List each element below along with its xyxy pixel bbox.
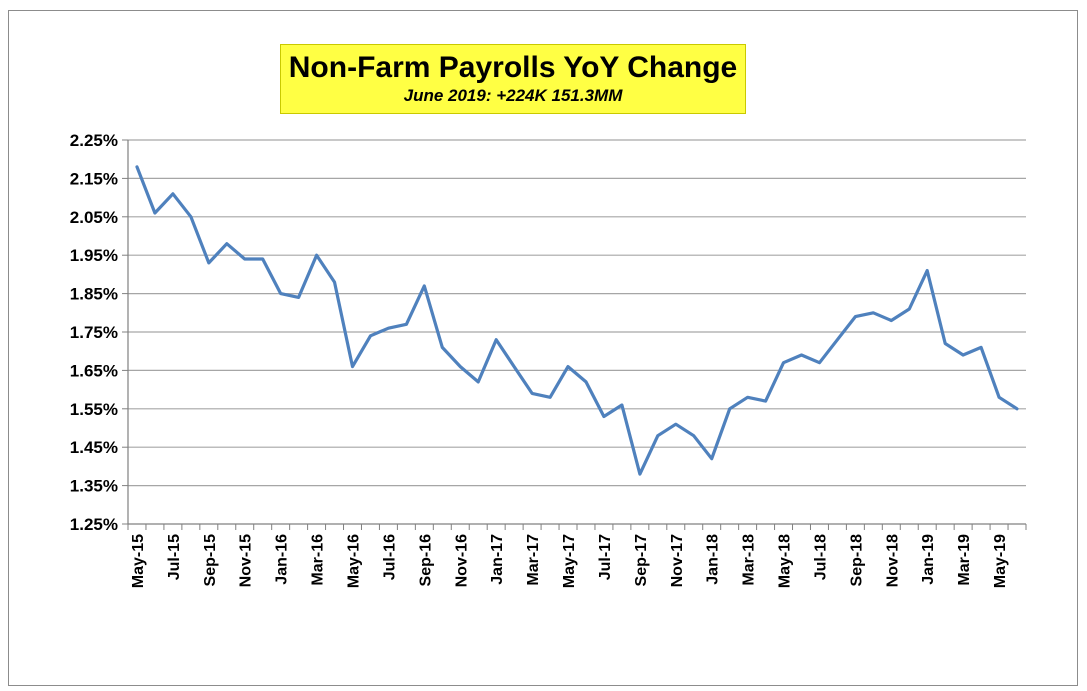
data-point: [997, 395, 1001, 399]
x-tick-label: May-17: [561, 534, 578, 588]
data-point: [961, 353, 965, 357]
data-point: [171, 192, 175, 196]
data-point: [1015, 407, 1019, 411]
data-point: [386, 326, 390, 330]
x-tick-label: Sep-17: [633, 534, 650, 587]
data-point: [853, 315, 857, 319]
data-point: [207, 261, 211, 265]
x-tick-label: Mar-16: [310, 534, 327, 586]
data-point: [835, 338, 839, 342]
data-point: [440, 345, 444, 349]
y-tick-label: 1.75%: [70, 323, 118, 342]
data-point: [458, 365, 462, 369]
data-point: [297, 295, 301, 299]
data-point: [422, 284, 426, 288]
data-point: [279, 292, 283, 296]
data-point: [674, 422, 678, 426]
x-tick-label: Jul-17: [597, 534, 614, 580]
data-point: [925, 269, 929, 273]
data-point: [746, 395, 750, 399]
data-point: [782, 361, 786, 365]
data-point: [656, 434, 660, 438]
data-point: [476, 380, 480, 384]
data-point: [817, 361, 821, 365]
x-axis: May-15 Jul-15 Sep-15 Nov-15 Jan-16 Mar-16 May-…: [127, 523, 1027, 588]
x-tick-label: Nov-17: [669, 534, 686, 587]
data-point: [404, 322, 408, 326]
data-point: [710, 457, 714, 461]
data-point: [620, 403, 624, 407]
data-point: [261, 257, 265, 261]
y-tick-label: 1.45%: [70, 438, 118, 457]
x-tick-label: Jul-16: [381, 534, 398, 580]
x-tick-label: Mar-18: [741, 534, 758, 586]
x-tick-label: Nov-15: [238, 534, 255, 587]
data-point: [368, 334, 372, 338]
data-point: [584, 380, 588, 384]
y-tick-label: 2.15%: [70, 169, 118, 188]
y-tick-label: 1.95%: [70, 246, 118, 265]
x-tick-label: Sep-16: [417, 534, 434, 587]
data-point: [315, 253, 319, 257]
y-tick-label: 2.25%: [70, 131, 118, 150]
y-tick-label: 1.65%: [70, 361, 118, 380]
data-point: [494, 338, 498, 342]
data-point: [907, 307, 911, 311]
data-point: [225, 242, 229, 246]
data-point: [764, 399, 768, 403]
chart-subtitle: June 2019: +224K 151.3MM: [403, 86, 623, 105]
x-tick-label: Jul-15: [166, 534, 183, 580]
x-tick-label: May-16: [346, 534, 363, 588]
data-point: [512, 365, 516, 369]
title-box: Non-Farm Payrolls YoY Change June 2019: …: [280, 44, 746, 114]
data-point: [871, 311, 875, 315]
data-point: [728, 407, 732, 411]
x-tick-label: Jan-19: [920, 534, 937, 585]
data-point: [243, 257, 247, 261]
x-tick-label: Nov-16: [453, 534, 470, 587]
x-tick-label: Jan-16: [274, 534, 291, 585]
data-point: [189, 215, 193, 219]
y-tick-label: 1.55%: [70, 400, 118, 419]
y-tick-label: 1.85%: [70, 285, 118, 304]
series-line: [135, 165, 1019, 476]
x-tick-label: May-18: [777, 534, 794, 588]
chart-title: Non-Farm Payrolls YoY Change: [288, 51, 738, 84]
chart-frame: [8, 10, 1078, 686]
data-point: [548, 395, 552, 399]
gridlines: [128, 139, 1026, 487]
y-tick-label: 1.35%: [70, 477, 118, 496]
x-tick-label: Mar-19: [956, 534, 973, 586]
x-tick-label: Nov-18: [884, 534, 901, 587]
data-point: [889, 318, 893, 322]
data-point: [943, 342, 947, 346]
data-point: [153, 211, 157, 215]
series-line-group: [135, 165, 1019, 476]
x-tick-label: May-15: [130, 534, 147, 588]
x-tick-label: Sep-18: [848, 534, 865, 587]
data-point: [530, 391, 534, 395]
data-point: [979, 345, 983, 349]
data-point: [602, 414, 606, 418]
x-tick-label: Jan-17: [489, 534, 506, 585]
data-point: [566, 365, 570, 369]
data-point: [351, 365, 355, 369]
data-point: [692, 434, 696, 438]
data-point: [333, 280, 337, 284]
data-point: [135, 165, 139, 169]
x-tick-label: Jan-18: [705, 534, 722, 585]
data-point: [638, 472, 642, 476]
y-tick-label: 2.05%: [70, 208, 118, 227]
y-tick-label: 1.25%: [70, 515, 118, 534]
y-axis: 1.25% 1.35% 1.45% 1.55% 1.65% 1.75% 1.85% 1.95%…: [70, 131, 129, 534]
data-point: [800, 353, 804, 357]
x-tick-label: May-19: [992, 534, 1009, 588]
x-tick-label: Sep-15: [202, 534, 219, 587]
x-tick-label: Jul-18: [812, 534, 829, 580]
x-tick-label: Mar-17: [525, 534, 542, 586]
